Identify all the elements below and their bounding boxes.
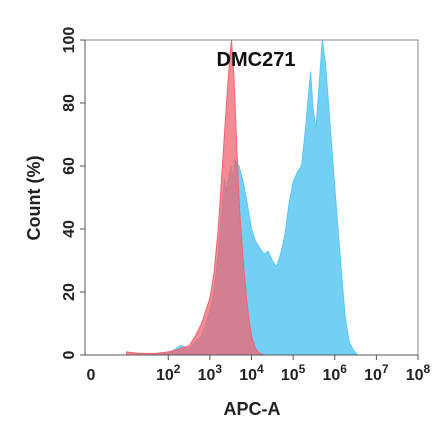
y-tick-label: 100 bbox=[61, 27, 78, 54]
x-axis-label: APC-A bbox=[224, 399, 281, 419]
x-tick-label: 106 bbox=[323, 362, 348, 384]
y-tick-label: 60 bbox=[61, 157, 78, 175]
y-tick-label: 20 bbox=[61, 283, 78, 301]
series-area-2 bbox=[126, 39, 418, 356]
x-tick-group: 0 102 103 104 105 106 107 108 bbox=[87, 355, 431, 384]
chart-title: DMC271 bbox=[217, 49, 296, 71]
y-tick-label: 0 bbox=[61, 350, 78, 359]
y-tick-group: 0 20 40 60 80 100 bbox=[61, 27, 85, 359]
x-tick-label: 104 bbox=[239, 362, 264, 384]
y-axis-label: Count (%) bbox=[24, 156, 44, 241]
series-layer bbox=[126, 39, 418, 356]
x-tick-label: 103 bbox=[198, 362, 223, 384]
y-tick-label: 40 bbox=[61, 220, 78, 238]
x-tick-label: 107 bbox=[364, 362, 389, 384]
x-tick-label: 105 bbox=[281, 362, 306, 384]
x-tick-label: 0 bbox=[87, 367, 96, 384]
x-tick-label: 102 bbox=[156, 362, 181, 384]
y-tick-label: 80 bbox=[61, 94, 78, 112]
x-tick-label: 108 bbox=[406, 362, 431, 384]
